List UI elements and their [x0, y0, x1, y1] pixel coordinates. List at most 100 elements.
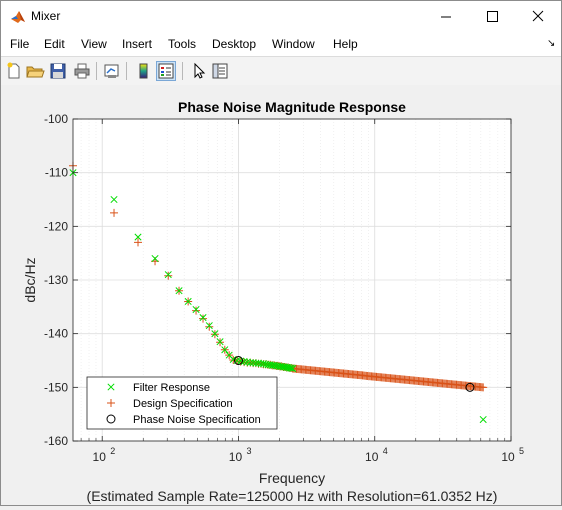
- y-tick-label: -140: [44, 327, 68, 341]
- y-tick-label: -100: [44, 112, 68, 126]
- chart-title: Phase Noise Magnitude Response: [178, 99, 406, 115]
- menu-window[interactable]: Window: [272, 37, 315, 51]
- filter-response-marker: [286, 364, 294, 372]
- filter-response-marker: [175, 287, 183, 295]
- colorbar-button[interactable]: [134, 61, 154, 81]
- toolbar-separator: [126, 62, 127, 80]
- filter-response-series: [69, 169, 487, 424]
- maximize-icon: [487, 11, 498, 22]
- save-button[interactable]: [48, 61, 68, 81]
- menu-insert[interactable]: Insert: [122, 37, 153, 51]
- filter-response-marker: [184, 297, 192, 306]
- toolbar-separator: [96, 62, 97, 80]
- design-spec-marker: [479, 383, 488, 392]
- matlab-logo-icon: [11, 11, 25, 23]
- window-title: Mixer: [31, 9, 61, 23]
- filter-response-marker: [259, 360, 268, 368]
- new-figure-button[interactable]: [4, 61, 24, 81]
- colorbar-icon: [139, 63, 148, 79]
- y-axis-label: dBc/Hz: [22, 257, 38, 302]
- x-axis-sublabel: (Estimated Sample Rate=125000 Hz with Re…: [87, 488, 498, 504]
- figure-toolbar: [1, 56, 561, 86]
- design-spec-marker: [134, 238, 143, 247]
- design-spec-marker: [205, 322, 214, 331]
- x-tick-label: 10: [93, 450, 107, 464]
- filter-response-marker: [151, 254, 159, 263]
- y-tick-label: -160: [44, 434, 68, 448]
- data-markers: [69, 161, 488, 424]
- filter-response-marker: [479, 415, 487, 424]
- close-icon: [532, 10, 544, 22]
- property-inspector-button[interactable]: [210, 61, 230, 81]
- filter-response-marker: [246, 359, 254, 367]
- edit-plot-pointer-button[interactable]: [188, 61, 208, 81]
- y-tick-label: -130: [44, 273, 68, 287]
- x-tick-label-exponent: 4: [383, 446, 388, 456]
- phase-noise-spec-marker: [465, 382, 475, 392]
- phase-noise-spec-marker: [233, 356, 243, 365]
- menu-overflow-arrow-icon[interactable]: ↘: [547, 38, 556, 49]
- phase-noise-spec-series: [233, 356, 475, 392]
- y-tick-label: -150: [44, 380, 68, 394]
- maximize-button[interactable]: [469, 1, 515, 32]
- filter-response-marker: [287, 364, 295, 372]
- menu-tools[interactable]: Tools: [168, 37, 197, 51]
- menu-file[interactable]: File: [10, 37, 30, 51]
- design-spec-marker: [199, 314, 208, 323]
- print-button[interactable]: [72, 61, 92, 81]
- x-tick-label-exponent: 5: [519, 446, 524, 456]
- y-tick-label: -120: [44, 219, 68, 233]
- menu-view[interactable]: View: [81, 37, 107, 51]
- save-icon: [50, 63, 66, 79]
- filter-response-marker: [134, 233, 142, 241]
- close-button[interactable]: [515, 1, 561, 32]
- title-bar: Mixer: [1, 1, 561, 32]
- filter-response-marker: [199, 314, 207, 322]
- filter-response-marker: [289, 364, 297, 373]
- design-spec-dense-band: [288, 364, 488, 392]
- x-tick-label-exponent: 2: [110, 446, 115, 456]
- design-spec-marker: [192, 306, 201, 315]
- legend-box: [86, 376, 278, 430]
- property-inspector-icon: [212, 63, 228, 79]
- filter-response-marker: [221, 346, 229, 354]
- print-icon: [74, 63, 90, 79]
- new-figure-icon: [7, 62, 20, 79]
- legend-marker: [106, 414, 116, 424]
- figure-canvas: -160 -150 -140 -130 -120 -110 -100 10 2 10 3 10 4 10 5…: [1, 85, 561, 505]
- filter-response-marker: [205, 322, 213, 330]
- legend-button[interactable]: [156, 61, 176, 81]
- y-tick-label: -110: [45, 166, 68, 180]
- pointer-icon: [194, 62, 206, 79]
- filter-response-marker: [211, 330, 219, 338]
- legend-entry-label: Design Specification: [133, 398, 233, 410]
- legend-marker: [107, 383, 115, 391]
- minimize-icon: [441, 16, 451, 18]
- x-tick-label-exponent: 3: [246, 446, 251, 456]
- design-spec-marker: [110, 208, 119, 217]
- minimize-button[interactable]: [423, 1, 469, 32]
- x-axis-label: Frequency: [259, 470, 325, 486]
- menu-desktop[interactable]: Desktop: [212, 37, 257, 51]
- menu-help[interactable]: Help: [333, 37, 358, 51]
- legend-marker: [107, 399, 115, 407]
- x-tick-label: 10: [501, 450, 515, 464]
- link-plot-icon: [104, 64, 119, 78]
- filter-response-marker: [164, 271, 172, 279]
- link-plot-button[interactable]: [102, 61, 122, 81]
- filter-response-marker: [110, 195, 118, 204]
- design-spec-marker: [164, 271, 173, 280]
- open-file-icon: [26, 66, 45, 78]
- x-tick-label: 10: [229, 450, 243, 464]
- menu-edit[interactable]: Edit: [44, 37, 65, 51]
- open-file-button[interactable]: [25, 61, 45, 81]
- toolbar-separator: [182, 62, 183, 80]
- x-tick-label: 10: [365, 450, 379, 464]
- menu-bar: File Edit View Insert Tools Desktop Wind…: [1, 32, 561, 56]
- legend[interactable]: Filter Response Design Specification Phase…: [86, 376, 278, 430]
- legend-icon: [158, 63, 174, 79]
- legend-entry-label: Filter Response: [133, 382, 210, 394]
